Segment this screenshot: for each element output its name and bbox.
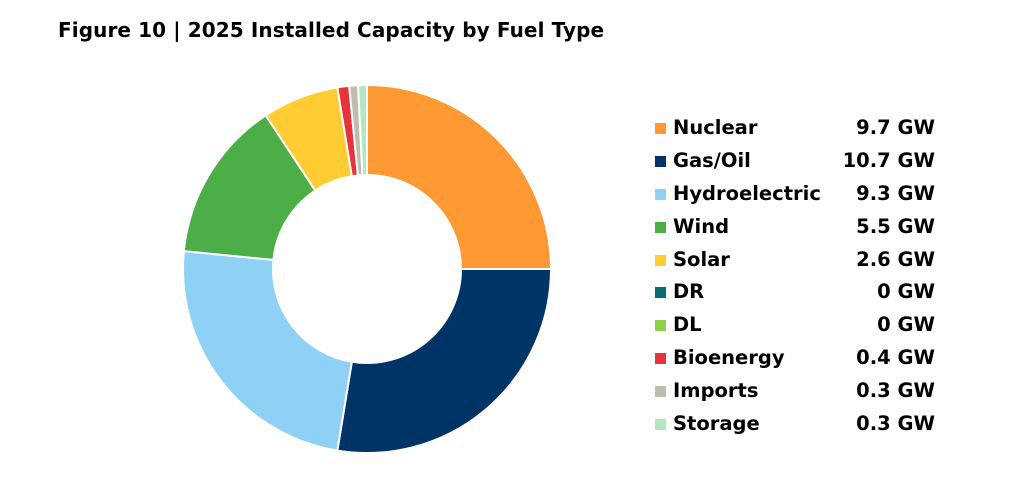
legend-value: 9.3 GW (856, 181, 935, 205)
legend-item-wind: Wind 5.5 GW (655, 213, 955, 246)
legend-item-bioenergy: Bioenergy 0.4 GW (655, 344, 955, 377)
slice-hydroelectric (182, 250, 353, 452)
legend-label: Bioenergy (673, 346, 785, 370)
legend-label: Storage (673, 412, 760, 436)
legend-swatch (655, 320, 666, 332)
legend-label: Gas/Oil (673, 148, 751, 172)
legend-item-imports: Imports 0.3 GW (655, 377, 955, 410)
slice-gas-oil (336, 268, 553, 454)
chart-title: Figure 10 | 2025 Installed Capacity by F… (58, 18, 605, 42)
legend-swatch (655, 419, 666, 431)
legend-value: 0.3 GW (856, 412, 935, 436)
slice-storage (357, 83, 368, 177)
legend-swatch (655, 155, 666, 167)
legend-label: Imports (673, 379, 759, 403)
legend-label: DR (673, 280, 705, 304)
slice-nuclear (366, 83, 553, 270)
legend-value: 0.3 GW (856, 379, 935, 403)
legend-value: 0 GW (877, 313, 935, 337)
legend-item-nuclear: Nuclear 9.7 GW (655, 114, 955, 147)
legend-value: 0 GW (877, 280, 935, 304)
legend-swatch (655, 188, 666, 200)
legend-value: 10.7 GW (842, 148, 935, 172)
legend-value: 2.6 GW (856, 247, 935, 271)
legend-swatch (655, 123, 666, 134)
legend-swatch (655, 287, 666, 299)
legend-item-storage: Storage 0.3 GW (655, 410, 955, 443)
legend-label: Wind (673, 214, 730, 238)
legend-value: 0.4 GW (856, 346, 935, 370)
legend-item-dl: DL 0 GW (655, 311, 955, 344)
legend-item-solar: Solar 2.6 GW (655, 246, 955, 279)
legend-swatch (655, 221, 666, 233)
legend-item-gas-oil: Gas/Oil 10.7 GW (655, 147, 955, 180)
legend-item-hydroelectric: Hydroelectric 9.3 GW (655, 180, 955, 213)
legend-item-dr: DR 0 GW (655, 278, 955, 311)
legend-label: Hydroelectric (673, 181, 821, 205)
legend-value: 9.7 GW (856, 116, 935, 139)
legend-swatch (655, 254, 666, 266)
legend-swatch (655, 386, 666, 398)
legend-value: 5.5 GW (856, 214, 935, 238)
legend-label: Solar (673, 247, 730, 271)
legend-label: DL (673, 313, 702, 337)
legend-swatch (655, 353, 666, 365)
legend: Nuclear 9.7 GW Gas/Oil 10.7 GW Hydroelectric… (655, 114, 955, 443)
legend-label: Nuclear (673, 116, 758, 139)
